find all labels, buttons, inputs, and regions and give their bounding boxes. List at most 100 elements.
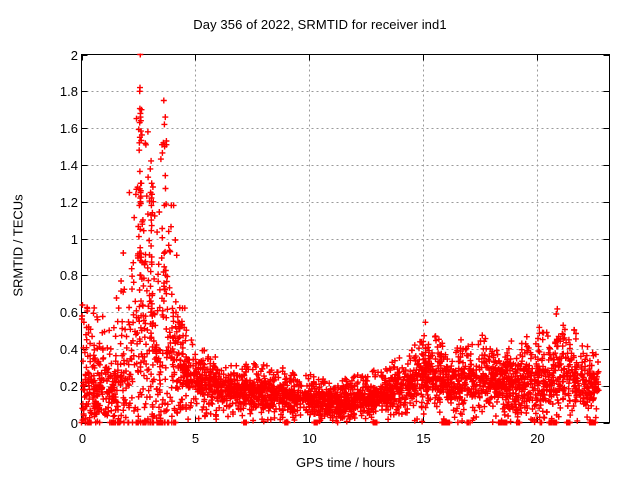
data-point [146, 394, 153, 400]
data-point [290, 414, 296, 421]
data-point [434, 376, 441, 382]
data-point [362, 381, 369, 388]
data-point [100, 354, 107, 361]
data-point [519, 395, 526, 402]
data-point [469, 370, 476, 377]
data-point [141, 372, 147, 379]
data-point [138, 276, 145, 282]
data-point [126, 189, 133, 196]
data-point [137, 187, 144, 194]
data-point [138, 298, 144, 305]
data-point [153, 386, 160, 393]
data-point [577, 398, 584, 405]
data-point [137, 272, 144, 279]
data-point [306, 403, 313, 410]
data-point [182, 380, 189, 386]
data-point [271, 414, 278, 421]
data-point [81, 349, 88, 356]
data-point [315, 407, 322, 414]
data-point [410, 393, 417, 400]
x-tick-label: 5 [191, 430, 200, 446]
data-point [318, 415, 325, 422]
data-point [425, 361, 432, 368]
data-point [167, 394, 174, 401]
data-point [514, 406, 520, 413]
data-point [514, 384, 521, 391]
data-point [234, 396, 241, 403]
data-point [323, 403, 330, 410]
data-point [174, 352, 181, 358]
data-point [518, 409, 525, 416]
data-point [162, 400, 168, 407]
data-point [121, 402, 128, 409]
x-axis-label: GPS time / hours [296, 455, 395, 470]
x-tick-label: 15 [416, 430, 431, 446]
data-point [196, 359, 203, 366]
data-point [374, 388, 381, 395]
data-point [226, 384, 233, 391]
data-point [84, 304, 91, 311]
data-point [518, 346, 525, 353]
data-point [236, 393, 243, 400]
data-point [546, 344, 553, 351]
data-point [554, 305, 561, 312]
data-point [107, 373, 114, 380]
data-point [547, 345, 553, 352]
data-point [510, 389, 517, 396]
data-point [242, 419, 249, 426]
data-point [293, 381, 300, 388]
data-point [165, 242, 172, 249]
data-point [556, 356, 563, 363]
data-point [358, 404, 365, 411]
data-point [444, 376, 451, 383]
data-point [117, 340, 124, 347]
data-point [438, 388, 445, 395]
data-point [265, 378, 272, 385]
data-point [483, 364, 489, 371]
data-point [156, 404, 162, 411]
data-point [83, 344, 90, 351]
data-point [161, 250, 168, 257]
data-point [424, 400, 431, 407]
data-point [170, 318, 177, 325]
data-point [80, 319, 87, 326]
data-point [574, 364, 580, 370]
data-point [594, 385, 601, 392]
data-point [350, 374, 357, 381]
data-point [118, 278, 125, 284]
data-point [176, 334, 183, 341]
data-point [426, 376, 433, 383]
data-point [234, 377, 241, 384]
data-point [213, 379, 220, 386]
data-point [405, 383, 412, 390]
data-point [529, 365, 536, 372]
data-point [137, 117, 144, 124]
data-point [478, 358, 485, 365]
data-point [87, 409, 94, 416]
data-point [533, 363, 540, 370]
data-point [87, 358, 94, 365]
data-point [272, 392, 278, 399]
x-tick-label: 20 [530, 430, 545, 446]
data-point [83, 336, 90, 343]
data-point [154, 229, 161, 236]
data-point [394, 366, 401, 373]
data-point [541, 383, 547, 390]
data-point [531, 372, 537, 379]
data-point [557, 361, 564, 367]
data-point [135, 413, 142, 420]
data-point [171, 405, 178, 412]
data-point [148, 253, 155, 260]
data-point [144, 128, 151, 135]
data-point [553, 419, 560, 426]
data-point [162, 114, 169, 121]
data-point [126, 321, 133, 328]
data-point [120, 250, 127, 256]
data-point [487, 345, 494, 352]
data-point [128, 394, 135, 401]
data-point [354, 379, 361, 386]
data-point [231, 389, 238, 396]
data-point [270, 371, 277, 378]
data-point [182, 337, 189, 344]
data-point [118, 332, 125, 339]
